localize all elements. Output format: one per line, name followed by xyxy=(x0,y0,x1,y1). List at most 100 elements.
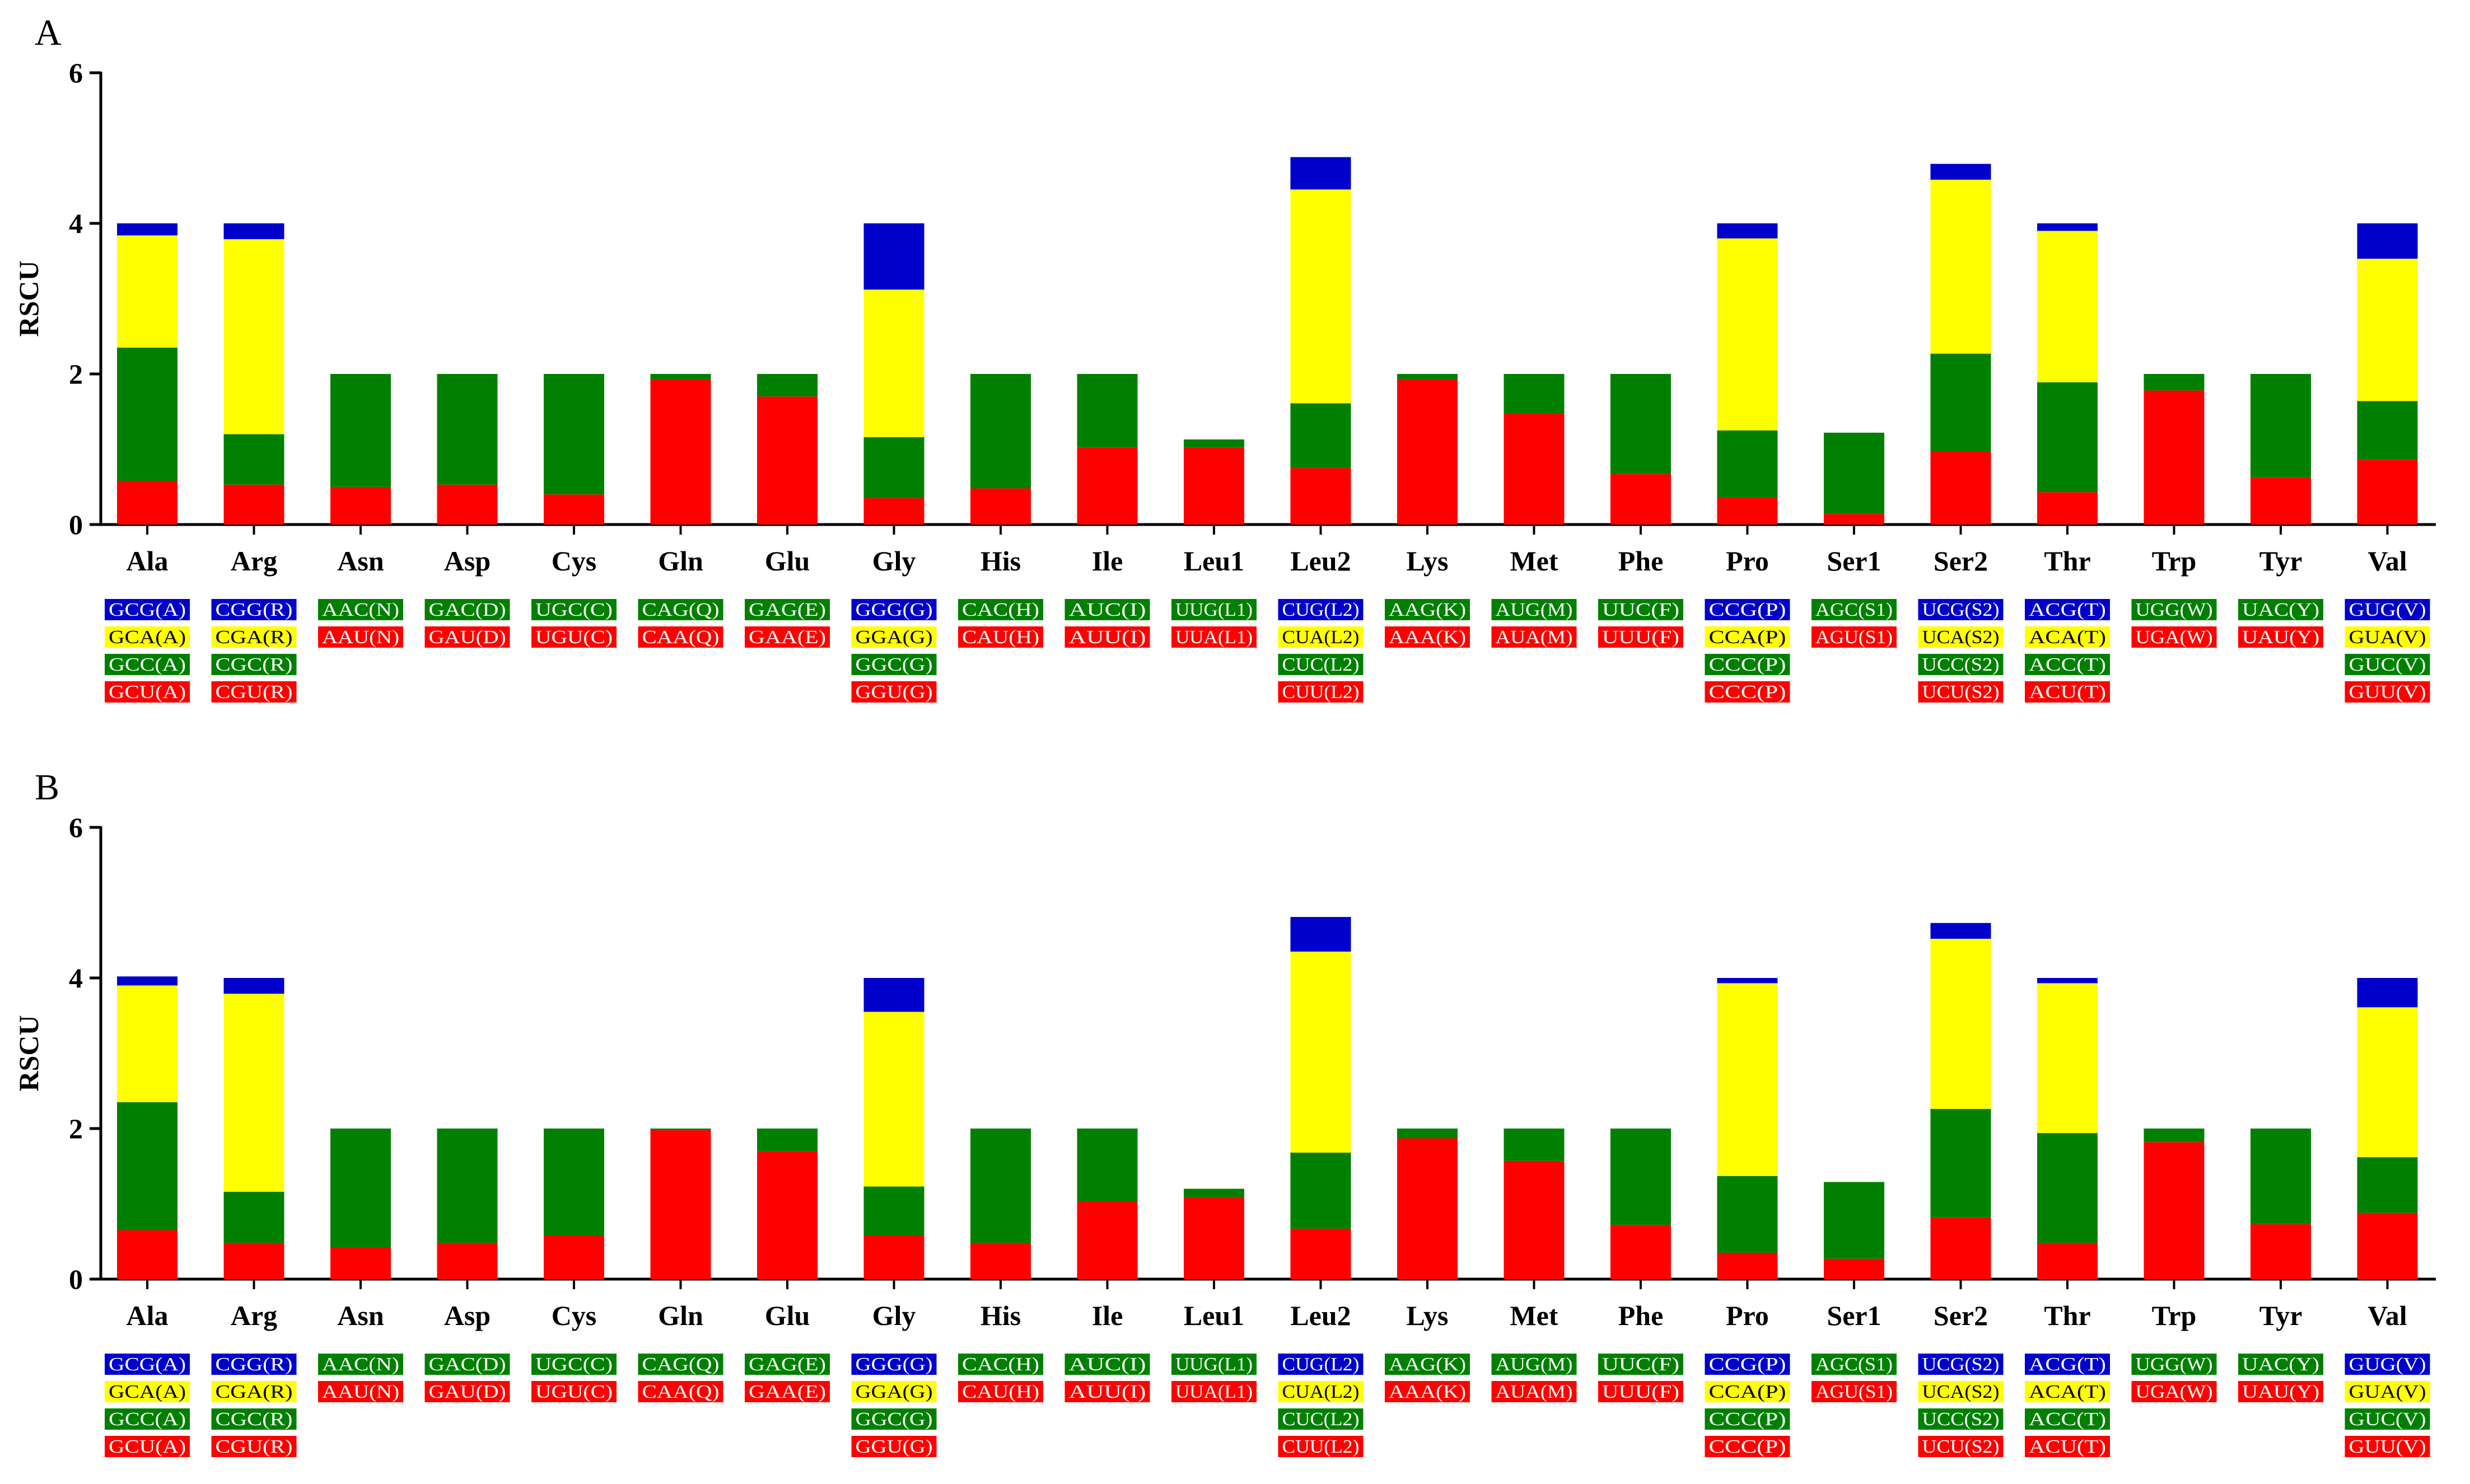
codon-label-box xyxy=(1064,626,1150,648)
bar-phe-green xyxy=(1610,1129,1671,1225)
x-tick-label: Leu1 xyxy=(1184,545,1244,577)
codon-label: GUC(V) xyxy=(2349,1409,2426,1430)
bar-lys-green xyxy=(1397,1129,1458,1139)
codon-label-box xyxy=(745,1381,830,1402)
codon-label: UAU(Y) xyxy=(2242,627,2319,648)
codon-label-box xyxy=(851,626,937,648)
codon-label-box xyxy=(2238,1381,2323,1402)
bar-leu2-green xyxy=(1290,1153,1351,1229)
codon-label-box xyxy=(851,1381,937,1402)
codon-label-box xyxy=(2345,1354,2430,1375)
bar-trp-green xyxy=(2144,1129,2205,1143)
codon-label: AAG(K) xyxy=(1389,1354,1466,1375)
bar-arg-red xyxy=(223,484,284,525)
codon-label-box xyxy=(1278,1381,1364,1402)
panel-a-chart: A RSCU 0 2 4 6 Ala GCG(A) GCA(A) GCC(A) GCU(A) Arg C… xyxy=(13,12,2436,703)
codon-label: CCC(P) xyxy=(1709,1409,1786,1430)
y-tick-label: 4 xyxy=(69,962,83,994)
bar-his-red xyxy=(970,1243,1031,1279)
bar-pro-green xyxy=(1717,1176,1778,1253)
codon-label: CUG(L2) xyxy=(1282,600,1360,620)
bar-pro-green xyxy=(1717,430,1778,498)
bar-trp-red xyxy=(2144,1142,2205,1279)
codon-label: UUC(F) xyxy=(1602,600,1679,620)
codon-label: CGU(R) xyxy=(216,682,293,703)
codon-label-box xyxy=(1598,599,1683,620)
codon-label-box xyxy=(1918,1354,2004,1375)
codon-label-box xyxy=(105,1436,190,1457)
codon-label: GGG(G) xyxy=(856,1354,933,1375)
codon-label: AAC(N) xyxy=(322,1354,399,1375)
bar-gly-red xyxy=(863,498,925,525)
codon-label: CCA(P) xyxy=(1709,627,1786,648)
codon-label-box xyxy=(2131,1381,2217,1402)
bar-asn-green xyxy=(330,1129,391,1248)
bar-asp-red xyxy=(437,484,498,525)
x-tick-label: Asn xyxy=(337,1300,384,1331)
codon-label: UGG(W) xyxy=(2136,600,2213,620)
codon-label: CGG(R) xyxy=(216,1354,293,1375)
bar-ser2-green xyxy=(1930,1109,1991,1218)
bar-ser1-red xyxy=(1824,514,1884,525)
bar-lys-red xyxy=(1397,1138,1458,1279)
codon-label: GAC(D) xyxy=(429,600,506,620)
codon-label-box xyxy=(2345,654,2430,675)
codon-label: CUA(L2) xyxy=(1282,1382,1360,1402)
x-tick-label: Asp xyxy=(444,1300,491,1331)
codon-label-box xyxy=(1811,1381,1897,1402)
bar-trp-green xyxy=(2144,374,2205,391)
x-tick-label: Pro xyxy=(1726,1300,1769,1331)
bar-asp-red xyxy=(437,1243,498,1279)
codon-label-box xyxy=(2238,626,2323,648)
codon-label: AUA(M) xyxy=(1496,627,1573,648)
bar-gly-blue xyxy=(863,978,925,1012)
bar-cys-red xyxy=(544,1235,604,1279)
bar-ser2-blue xyxy=(1930,923,1991,939)
codon-label-box xyxy=(2025,1436,2110,1457)
codon-label: GCC(A) xyxy=(109,1409,186,1430)
bar-his-green xyxy=(970,374,1031,489)
codon-label-box xyxy=(531,1354,617,1375)
codon-label: UCU(S2) xyxy=(1922,1436,2000,1457)
codon-label: UGU(C) xyxy=(535,1382,613,1402)
bar-phe-red xyxy=(1610,1225,1671,1279)
codon-label: CUA(L2) xyxy=(1282,627,1360,648)
codon-label: ACG(T) xyxy=(2029,600,2106,620)
codon-label-box xyxy=(424,626,510,648)
codon-label-box xyxy=(2238,599,2323,620)
codon-label: GGU(G) xyxy=(856,1436,933,1457)
panel-label: A xyxy=(35,12,62,53)
bar-his-red xyxy=(970,488,1031,525)
bar-ala-green xyxy=(117,1102,178,1230)
panel-b-chart: B RSCU 0 2 4 6 Ala GCG(A) GCA(A) GCC(A) GCU(A) Arg C… xyxy=(13,767,2436,1457)
codon-label-box xyxy=(1385,1381,1470,1402)
codon-label: ACA(T) xyxy=(2029,627,2106,648)
codon-label-box xyxy=(851,1354,937,1375)
codon-label-box xyxy=(531,599,617,620)
codon-label: CCC(P) xyxy=(1709,682,1786,703)
bar-thr-blue xyxy=(2037,978,2098,984)
codon-label: CCG(P) xyxy=(1709,1354,1786,1375)
codon-label: UGC(C) xyxy=(535,1354,613,1375)
codon-label-box xyxy=(211,1381,297,1402)
codon-label-box xyxy=(1064,599,1150,620)
codon-label-box xyxy=(2345,1381,2430,1402)
codon-label-box xyxy=(2131,1354,2217,1375)
codon-label-box xyxy=(211,681,297,703)
codon-label-box xyxy=(105,626,190,648)
codon-label: CAA(Q) xyxy=(642,1382,720,1402)
codon-label: CCG(P) xyxy=(1709,600,1786,620)
codon-label: GUG(V) xyxy=(2349,1354,2426,1375)
x-tick-label: Lys xyxy=(1406,1300,1448,1331)
codon-label-box xyxy=(1385,599,1470,620)
codon-label: GCG(A) xyxy=(109,1354,186,1375)
x-tick-label: Leu2 xyxy=(1290,1300,1351,1331)
codon-label: CAG(Q) xyxy=(642,1354,720,1375)
bar-ile-red xyxy=(1077,1201,1138,1279)
bar-arg-blue xyxy=(223,223,284,240)
bar-pro-red xyxy=(1717,497,1778,525)
x-tick-label: Ala xyxy=(127,1300,169,1331)
bar-gly-yellow xyxy=(863,289,925,437)
x-tick-label: Ile xyxy=(1092,545,1123,577)
